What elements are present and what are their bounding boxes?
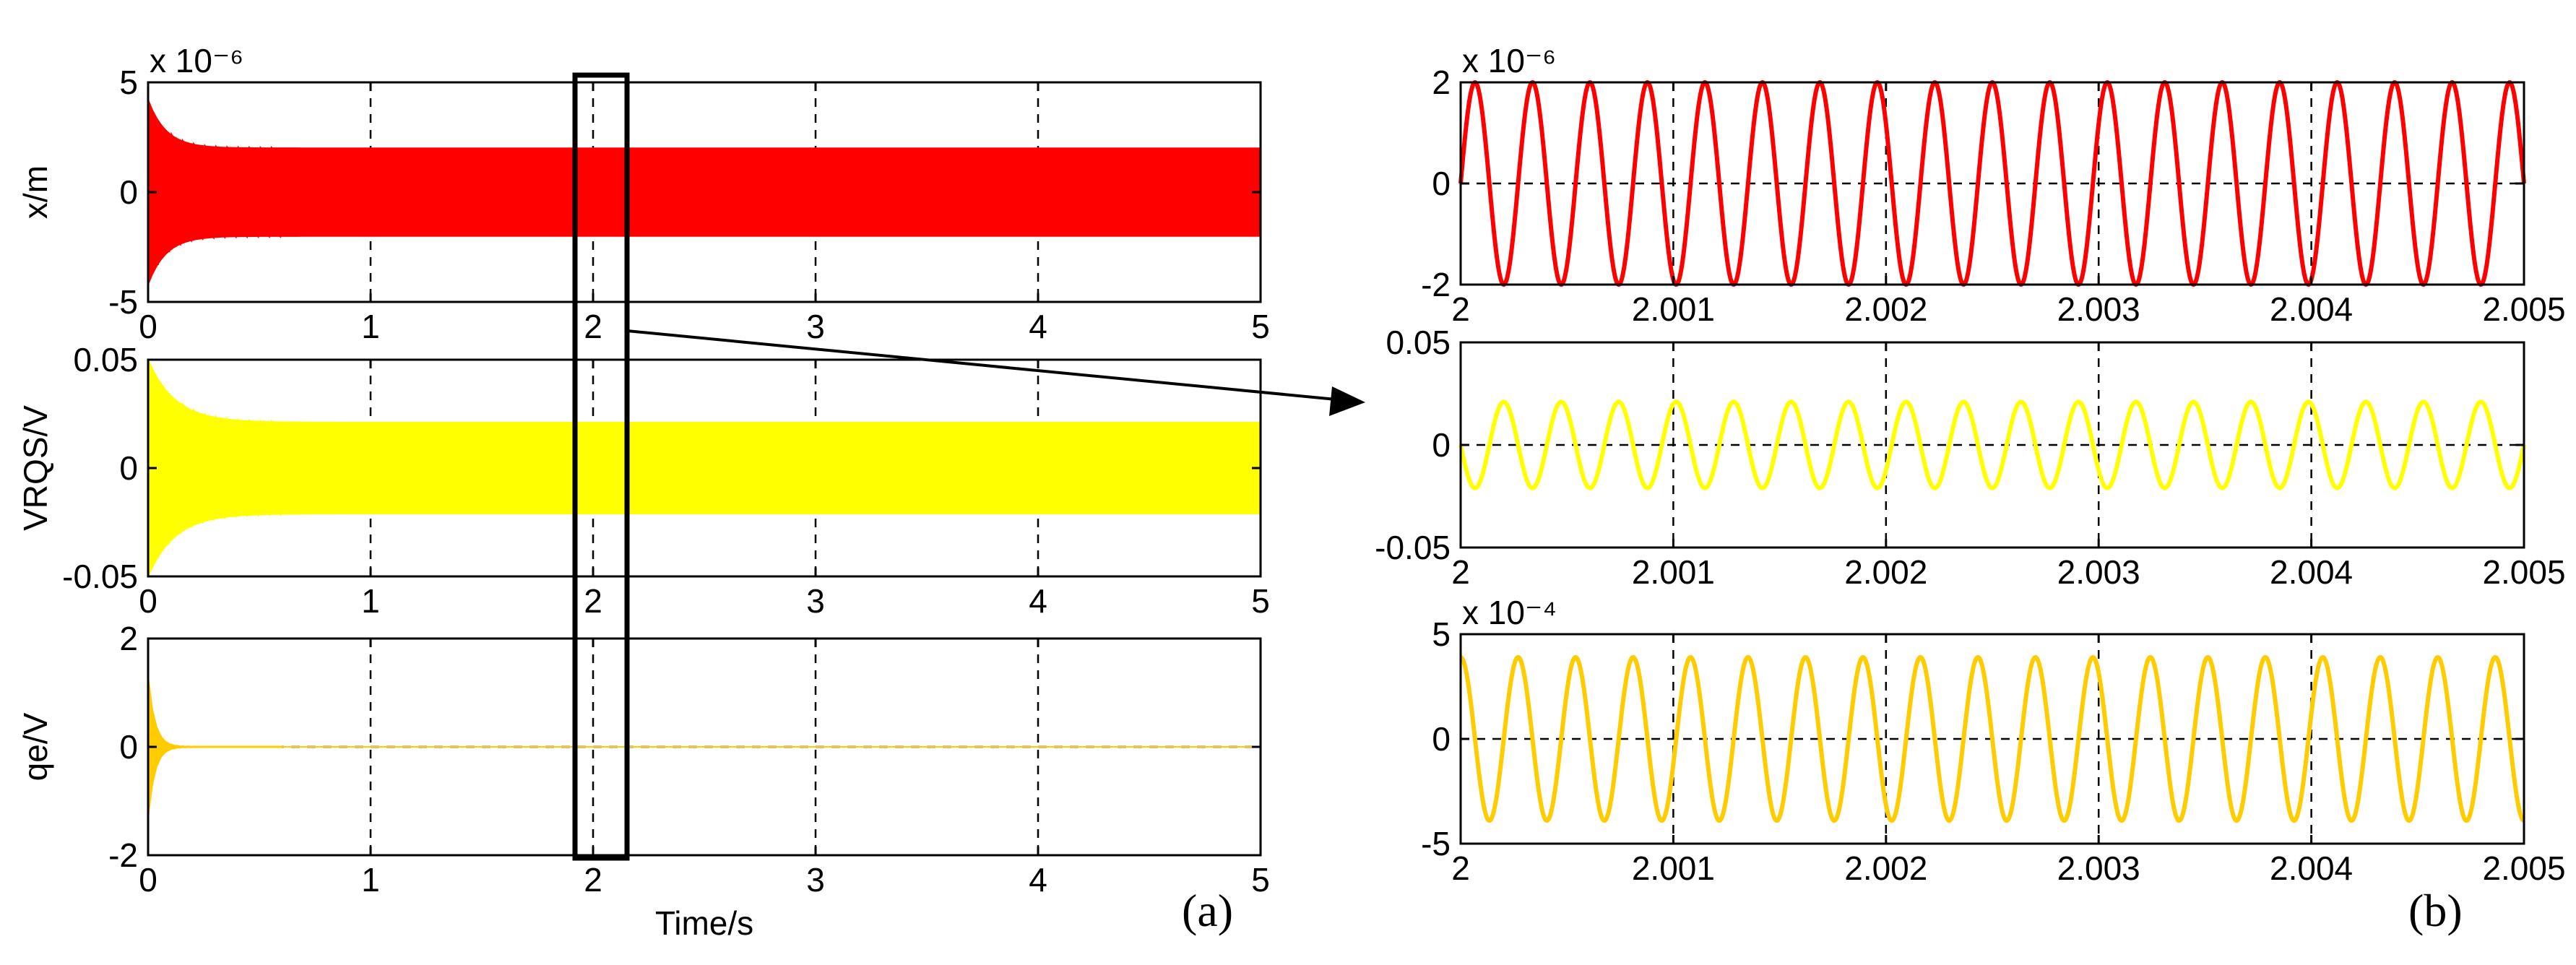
x-tick-label: 3 xyxy=(806,861,825,899)
y-tick-label: 2 xyxy=(119,620,138,657)
y-tick-label: 0 xyxy=(1432,165,1451,202)
chart-b2: 2 2.001 2.002 2.003 2.004 2.005 -0.05 0 0.05 xyxy=(1375,324,2565,591)
x-tick-label: 3 xyxy=(806,308,825,345)
series-line xyxy=(1459,654,2525,823)
chart-b3: 2 2.001 2.002 2.003 2.004 2.005 -5 0 5 x 10⁻⁴ xyxy=(1421,594,2565,887)
x-tick-label: 5 xyxy=(1251,308,1270,345)
y-tick-label: -2 xyxy=(1421,266,1451,303)
x-tick-label: 4 xyxy=(1029,308,1047,345)
zoom-arrow-head xyxy=(1329,386,1365,416)
panel-a-label: (a) xyxy=(1182,885,1233,936)
x-tick-label: 2 xyxy=(584,308,602,345)
y-tick-label: -2 xyxy=(108,836,138,874)
y-tick-label: 0 xyxy=(119,173,138,211)
x-tick-label: 5 xyxy=(1251,582,1270,620)
y-axis-label: x/m xyxy=(17,165,54,219)
x-tick-label: 2.003 xyxy=(2057,290,2140,328)
x-tick-label: 1 xyxy=(361,582,380,620)
series-line xyxy=(147,99,1261,285)
x-tick-label: 0 xyxy=(139,308,157,345)
x-tick-label: 4 xyxy=(1029,582,1047,620)
signal-trace xyxy=(147,363,283,568)
y-tick-label: 0 xyxy=(1432,426,1451,464)
y-tick-label: 0 xyxy=(1432,720,1451,758)
chart-b1: 2 2.001 2.002 2.003 2.004 2.005 -2 0 2 x 10⁻⁶ xyxy=(1421,42,2565,328)
x-tick-label: 2 xyxy=(1451,849,1470,887)
x-tick-label: 2.005 xyxy=(2482,553,2565,591)
series-line xyxy=(1458,399,2526,490)
signal-trace xyxy=(147,687,282,788)
x-axis-label: Time/s xyxy=(655,904,753,942)
x-tick-label: 2 xyxy=(1451,290,1470,328)
y-tick-label: 0 xyxy=(119,449,138,487)
y-tick-label: -5 xyxy=(108,283,138,321)
x-tick-label: 2.001 xyxy=(1632,553,1715,591)
x-tick-label: 0 xyxy=(139,582,157,620)
signal-trace xyxy=(1458,399,2526,490)
signal-trace xyxy=(1459,654,2525,823)
x-tick-label: 5 xyxy=(1251,861,1270,899)
series-line xyxy=(147,676,1261,818)
x-tick-label: 2.003 xyxy=(2057,553,2140,591)
x-tick-label: 4 xyxy=(1029,861,1047,899)
x-tick-label: 1 xyxy=(361,861,380,899)
x-tick-label: 2.005 xyxy=(2482,290,2565,328)
y-tick-label: 0.05 xyxy=(73,341,138,378)
zoom-arrow-line xyxy=(626,329,1352,402)
x-tick-label: 2.002 xyxy=(1844,849,1927,887)
zoom-selection-box xyxy=(572,72,630,861)
y-tick-label: 5 xyxy=(1432,615,1451,653)
panel-b-label: (b) xyxy=(2408,885,2463,936)
x-tick-label: 3 xyxy=(806,582,825,620)
y-tick-label: -0.05 xyxy=(62,558,138,595)
y-tick-label: 2 xyxy=(1432,64,1451,101)
y-tick-label: 5 xyxy=(119,64,138,101)
y-tick-label: 0 xyxy=(119,728,138,766)
x-tick-label: 2.002 xyxy=(1844,553,1927,591)
x-tick-label: 2.004 xyxy=(2270,849,2353,887)
x-tick-label: 2.001 xyxy=(1632,849,1715,887)
y-tick-label: -0.05 xyxy=(1375,529,1451,566)
y-exponent-label: x 10⁻⁶ xyxy=(1462,42,1556,79)
x-tick-label: 2 xyxy=(584,582,602,620)
x-tick-label: 2.004 xyxy=(2270,290,2353,328)
y-axis-label: VRQS/V xyxy=(17,405,54,531)
x-tick-label: 2.001 xyxy=(1632,290,1715,328)
signal-trace xyxy=(147,103,283,274)
y-axis-label: qe/V xyxy=(17,712,54,781)
signal-envelope xyxy=(147,359,1261,577)
x-tick-label: 2.004 xyxy=(2270,553,2353,591)
y-exponent-label: x 10⁻⁶ xyxy=(150,42,243,79)
y-tick-label: -5 xyxy=(1421,825,1451,862)
y-tick-label: 0.05 xyxy=(1386,324,1451,361)
x-tick-label: 2 xyxy=(1451,553,1470,591)
y-exponent-label: x 10⁻⁴ xyxy=(1462,594,1557,631)
x-tick-label: 1 xyxy=(361,308,380,345)
x-tick-label: 2.005 xyxy=(2482,849,2565,887)
x-tick-label: 2.003 xyxy=(2057,849,2140,887)
x-tick-label: 0 xyxy=(139,861,157,899)
signal-envelope xyxy=(147,676,1261,818)
signal-envelope xyxy=(147,99,1261,285)
x-tick-label: 2.002 xyxy=(1844,290,1927,328)
x-tick-label: 2 xyxy=(584,861,602,899)
series-line xyxy=(147,359,1261,577)
